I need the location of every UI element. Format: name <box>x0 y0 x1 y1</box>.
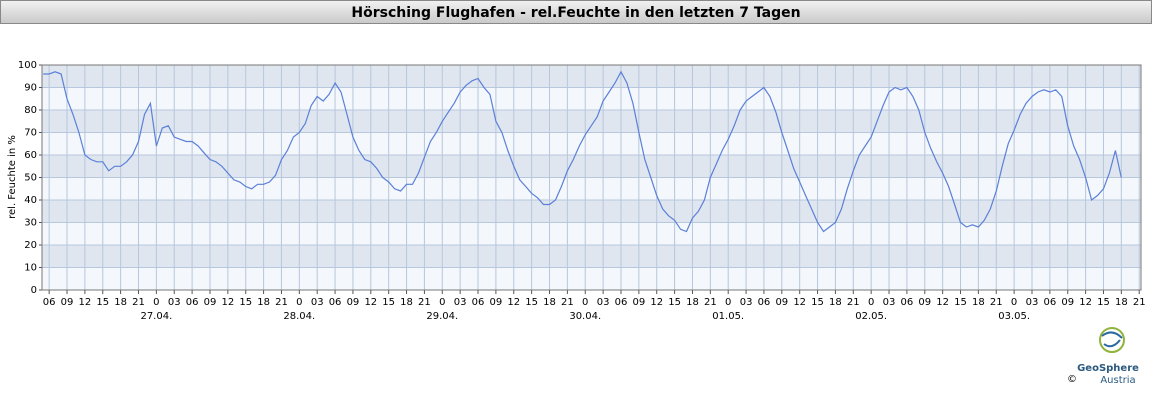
y-tick-label: 0 <box>31 285 37 296</box>
x-tick-label: 18 <box>686 297 699 308</box>
data-line <box>43 70 1122 233</box>
x-tick-label: 15 <box>525 297 538 308</box>
x-tick-label: 21 <box>418 297 431 308</box>
date-label: 30.04. <box>569 311 601 322</box>
x-tick-label: 12 <box>650 297 663 308</box>
x-tick-label: 21 <box>561 297 574 308</box>
x-tick-label: 03 <box>311 297 324 308</box>
x-tick-label: 21 <box>1133 297 1146 308</box>
x-tick-label: 18 <box>114 297 127 308</box>
x-tick-label: 18 <box>543 297 556 308</box>
y-tick-label: 20 <box>24 240 37 251</box>
logo-mark <box>1099 327 1125 353</box>
x-tick-label: 09 <box>490 297 503 308</box>
x-tick-label: 09 <box>918 297 931 308</box>
x-tick-label: 09 <box>347 297 360 308</box>
x-tick-label: 15 <box>811 297 824 308</box>
x-tick-label: 0 <box>153 297 159 308</box>
logo: GeoSphere Austria © <box>1067 327 1139 386</box>
x-tick-label: 12 <box>507 297 520 308</box>
x-tick-label: 21 <box>704 297 717 308</box>
logo-name: GeoSphere <box>1077 363 1139 374</box>
y-tick-label: 40 <box>24 195 37 206</box>
logo-sub: Austria <box>1100 375 1135 386</box>
x-tick-label: 06 <box>615 297 628 308</box>
y-axis-label: rel. Feuchte in % <box>7 135 18 219</box>
x-tick-label: 15 <box>239 297 252 308</box>
x-tick-label: 21 <box>990 297 1003 308</box>
x-tick-label: 0 <box>725 297 731 308</box>
x-tick-label: 03 <box>883 297 896 308</box>
x-tick-label: 06 <box>43 297 56 308</box>
y-tick-label: 70 <box>24 128 37 139</box>
x-tick-label: 12 <box>79 297 92 308</box>
y-tick-label: 90 <box>24 83 37 94</box>
x-tick-label: 0 <box>439 297 445 308</box>
x-tick-label: 12 <box>936 297 949 308</box>
copyright: © <box>1067 374 1077 385</box>
x-tick-label: 18 <box>972 297 985 308</box>
y-tick-label: 10 <box>24 263 37 274</box>
grid-band <box>42 245 1141 268</box>
x-tick-label: 03 <box>454 297 467 308</box>
x-tick-label: 15 <box>954 297 967 308</box>
x-tick-label: 06 <box>758 297 771 308</box>
date-label: 01.05. <box>712 311 744 322</box>
x-tick-label: 06 <box>472 297 485 308</box>
date-label: 28.04. <box>283 311 315 322</box>
date-label: 27.04. <box>140 311 172 322</box>
chart-title: Hörsching Flughafen - rel.Feuchte in den… <box>351 5 800 21</box>
x-tick-label: 0 <box>868 297 874 308</box>
x-tick-label: 06 <box>186 297 199 308</box>
y-tick-label: 80 <box>24 105 37 116</box>
x-tick-label: 15 <box>668 297 681 308</box>
grid-band <box>42 155 1141 178</box>
x-tick-label: 0 <box>582 297 588 308</box>
x-tick-label: 18 <box>257 297 270 308</box>
y-tick-label: 100 <box>18 60 37 71</box>
x-tick-label: 15 <box>382 297 395 308</box>
x-tick-label: 21 <box>275 297 288 308</box>
x-tick-label: 15 <box>1097 297 1110 308</box>
x-tick-label: 03 <box>168 297 181 308</box>
x-tick-label: 12 <box>793 297 806 308</box>
x-tick-label: 12 <box>364 297 377 308</box>
y-tick-label: 60 <box>24 150 37 161</box>
y-tick-label: 30 <box>24 218 37 229</box>
x-tick-label: 09 <box>775 297 788 308</box>
grid-band <box>42 110 1141 133</box>
x-tick-label: 15 <box>96 297 109 308</box>
date-label: 29.04. <box>426 311 458 322</box>
x-tick-label: 12 <box>221 297 234 308</box>
x-tick-label: 18 <box>400 297 413 308</box>
x-tick-label: 0 <box>296 297 302 308</box>
x-tick-label: 21 <box>847 297 860 308</box>
x-tick-label: 09 <box>1061 297 1074 308</box>
logo-mark <box>1101 331 1123 348</box>
x-tick-label: 12 <box>1079 297 1092 308</box>
date-label: 02.05. <box>855 311 887 322</box>
x-tick-label: 06 <box>1043 297 1056 308</box>
grid-band <box>42 200 1141 223</box>
x-tick-label: 09 <box>204 297 217 308</box>
x-tick-label: 18 <box>829 297 842 308</box>
x-tick-label: 09 <box>61 297 74 308</box>
x-tick-label: 18 <box>1115 297 1128 308</box>
x-tick-label: 06 <box>329 297 342 308</box>
x-tick-label: 03 <box>1026 297 1039 308</box>
x-tick-label: 0 <box>1011 297 1017 308</box>
x-tick-label: 21 <box>132 297 145 308</box>
x-tick-label: 09 <box>632 297 645 308</box>
plot-frame <box>41 64 1142 291</box>
x-tick-label: 03 <box>597 297 610 308</box>
date-label: 03.05. <box>998 311 1030 322</box>
x-tick-label: 06 <box>901 297 914 308</box>
x-tick-label: 03 <box>740 297 753 308</box>
grid-band <box>42 65 1141 88</box>
y-tick-label: 50 <box>24 173 37 184</box>
